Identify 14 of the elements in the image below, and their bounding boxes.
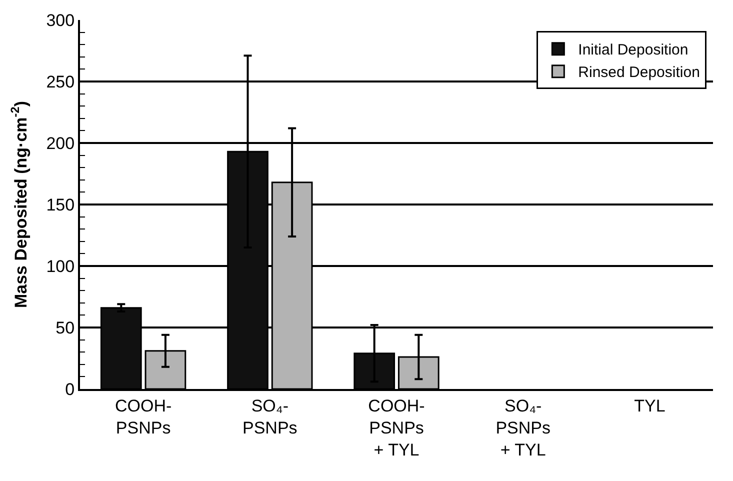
y-tick-label: 150 bbox=[46, 195, 75, 214]
x-tick-label: COOH- PSNPs bbox=[114, 396, 172, 438]
y-tick-label: 50 bbox=[56, 318, 75, 338]
legend-label: Rinsed Deposition bbox=[578, 64, 700, 82]
y-tick-label: 300 bbox=[46, 10, 75, 30]
y-tick-label: 0 bbox=[65, 380, 75, 399]
legend-label: Initial Deposition bbox=[578, 42, 688, 59]
x-tick-label: SO₄- PSNPs bbox=[242, 396, 298, 438]
x-tick-label: TYL bbox=[634, 396, 666, 416]
y-tick-label: 250 bbox=[46, 72, 75, 92]
y-tick-label: 200 bbox=[46, 134, 75, 153]
x-tick-label: COOH- PSNPs + TYL bbox=[368, 396, 425, 460]
y-tick-label: 100 bbox=[46, 256, 75, 276]
x-tick-label: SO₄- PSNPs + TYL bbox=[496, 396, 550, 460]
